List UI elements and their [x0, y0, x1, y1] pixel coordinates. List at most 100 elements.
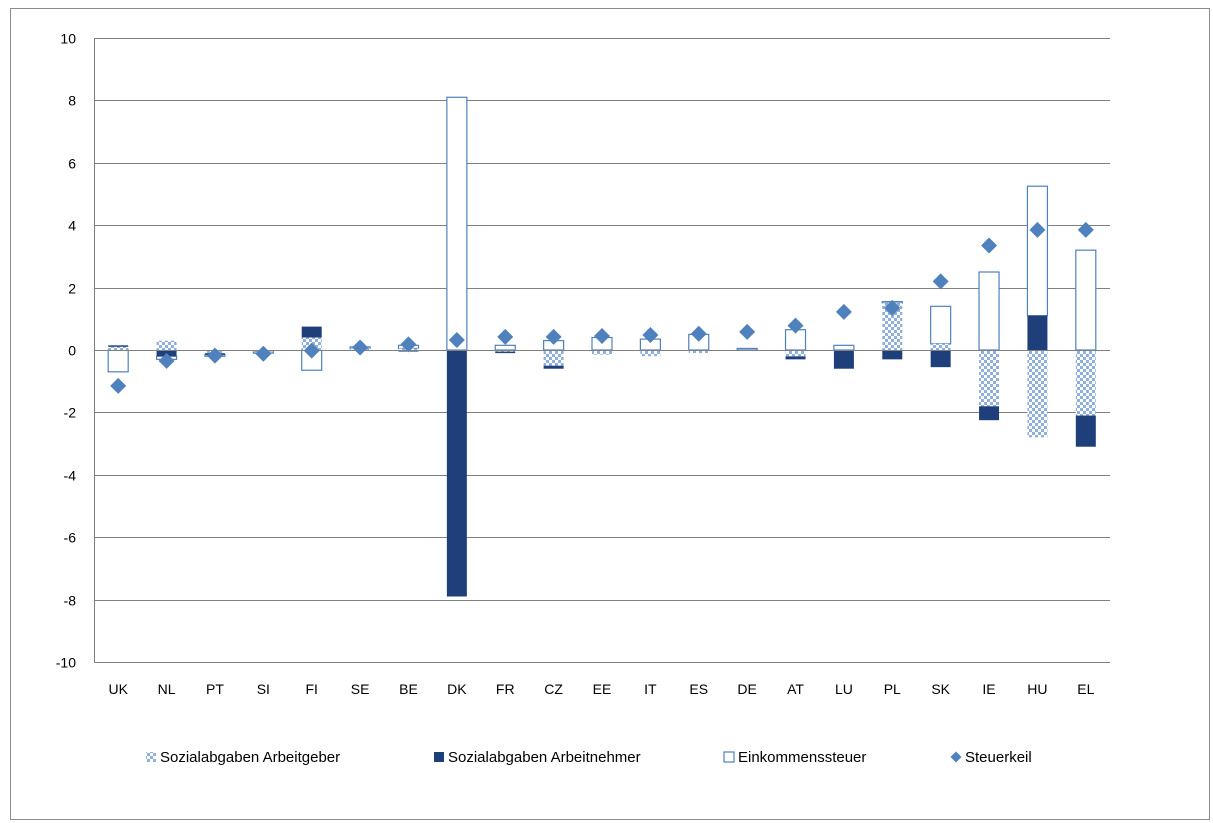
- markers: [110, 221, 1094, 394]
- bar-segment: [543, 365, 564, 369]
- bar-segment: [882, 350, 903, 360]
- bar-segment: [785, 350, 806, 357]
- y-tick-label: 0: [68, 343, 76, 359]
- y-tick-label: -2: [64, 405, 77, 421]
- legend-swatch: [950, 751, 962, 763]
- bar-segment: [1026, 185, 1049, 317]
- x-tick-label: HU: [1027, 681, 1047, 697]
- x-tick-label: EE: [593, 681, 612, 697]
- bar-segment: [107, 349, 129, 373]
- axes: -10 -8 -6 -4 -2 0 2 4 6 8 10 UK NL PT SI FI SE BE DK FR CZ EE…: [56, 31, 1110, 697]
- x-tick-label: SK: [931, 681, 950, 697]
- x-tick-label: UK: [108, 681, 128, 697]
- marker-point: [1029, 221, 1046, 238]
- y-tick-label: 10: [60, 31, 76, 47]
- legend-label: Sozialabgaben Arbeitgeber: [160, 749, 340, 766]
- legend-label: Einkommenssteuer: [738, 749, 866, 766]
- bar-segment: [108, 346, 129, 350]
- marker-point: [1077, 221, 1094, 238]
- legend-label: Sozialabgaben Arbeitnehmer: [448, 749, 641, 766]
- x-tick-label: PL: [884, 681, 901, 697]
- marker-point: [110, 377, 127, 394]
- bar-segment: [833, 344, 855, 351]
- x-tick-label: PT: [206, 681, 224, 697]
- bar-segment: [979, 406, 1000, 421]
- marker-point: [642, 327, 659, 344]
- x-tick-label: AT: [787, 681, 804, 697]
- legend-swatch: [146, 752, 156, 762]
- bar-segment: [882, 303, 903, 350]
- legend: Sozialabgaben Arbeitgeber Sozialabgaben A…: [146, 749, 1032, 766]
- bar-segment: [543, 350, 564, 366]
- marker-point: [787, 317, 804, 334]
- y-tick-label: 2: [68, 281, 76, 297]
- marker-point: [352, 339, 369, 356]
- x-tick-label: LU: [835, 681, 853, 697]
- marker-point: [448, 332, 465, 349]
- bar-segment: [494, 344, 516, 351]
- marker-point: [739, 323, 756, 340]
- bar-segment: [930, 343, 951, 350]
- marker-point: [497, 328, 514, 345]
- bar-segment: [495, 351, 516, 354]
- bar-segment: [446, 350, 467, 597]
- bar-segment: [785, 356, 806, 360]
- marker-point: [690, 325, 707, 342]
- bar-segment: [930, 305, 952, 345]
- marker-point: [932, 273, 949, 290]
- y-tick-label: -4: [64, 468, 77, 484]
- bar-segment: [1027, 315, 1048, 350]
- bar-segment: [979, 350, 1000, 407]
- marker-point: [835, 303, 852, 320]
- y-tick-label: -8: [64, 593, 77, 609]
- x-tick-label: DE: [737, 681, 756, 697]
- x-tick-label: NL: [158, 681, 176, 697]
- bar-segment: [640, 350, 661, 357]
- x-tick-label: IT: [644, 681, 657, 697]
- legend-swatch: [434, 752, 444, 762]
- x-tick-label: SE: [351, 681, 370, 697]
- gridlines: [94, 38, 1110, 663]
- marker-point: [594, 327, 610, 344]
- y-tick-label: -6: [64, 530, 77, 546]
- y-tick-label: -10: [56, 655, 76, 671]
- bar-segment: [688, 350, 709, 354]
- legend-label: Steuerkeil: [965, 749, 1032, 766]
- x-tick-label: FR: [496, 681, 515, 697]
- marker-point: [400, 336, 417, 353]
- bar-segment: [736, 347, 758, 351]
- marker-point: [303, 342, 320, 359]
- x-tick-label: SI: [257, 681, 270, 697]
- x-tick-label: DK: [447, 681, 467, 697]
- marker-point: [255, 345, 272, 362]
- y-tick-label: 4: [68, 218, 76, 234]
- marker-point: [206, 347, 223, 364]
- y-tick-label: 6: [68, 156, 76, 172]
- chart-frame: [10, 8, 1210, 820]
- x-tick-label: IE: [982, 681, 995, 697]
- x-tick-label: EL: [1077, 681, 1094, 697]
- bar-segment: [592, 350, 612, 355]
- bar-segment: [833, 350, 854, 369]
- bar-segment: [1075, 350, 1096, 416]
- marker-point: [981, 237, 998, 254]
- bar-segment: [156, 340, 177, 350]
- bar-segment: [930, 350, 951, 368]
- bar-segment: [108, 345, 129, 347]
- x-tick-label: FI: [305, 681, 317, 697]
- x-tick-label: BE: [399, 681, 418, 697]
- y-tick-label: 8: [68, 93, 76, 109]
- bar-segment: [1027, 350, 1048, 438]
- bar-segment: [446, 96, 468, 351]
- bars: [107, 96, 1097, 597]
- bar-segment: [301, 326, 322, 338]
- x-tick-label: CZ: [544, 681, 563, 697]
- marker-point: [884, 299, 901, 316]
- bar-segment: [1075, 415, 1096, 447]
- x-tick-label: ES: [689, 681, 708, 697]
- bar-segment: [978, 271, 1000, 351]
- marker-point: [158, 352, 175, 369]
- marker-point: [545, 328, 562, 345]
- bar-segment: [1075, 249, 1097, 351]
